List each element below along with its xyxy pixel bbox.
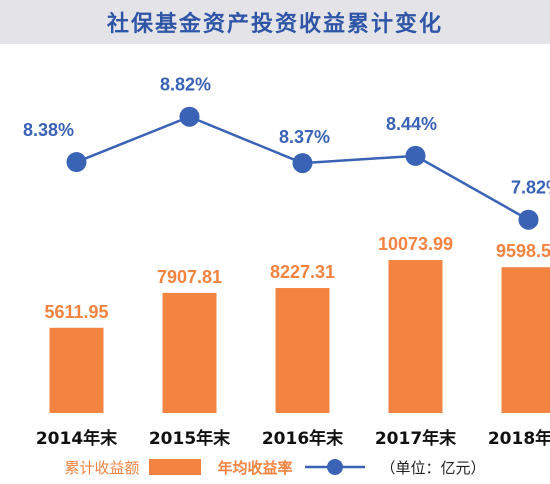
rate-value-label-0: 8.38% (23, 120, 74, 140)
chart-title: 社保基金资产投资收益累计变化 (106, 12, 443, 37)
rate-value-label-2: 8.37% (279, 127, 330, 147)
rate-point-4 (518, 209, 539, 230)
category-label-4: 2018年末 (488, 428, 550, 449)
legend-unit-label: （单位：亿元） (380, 458, 486, 477)
chart-title-bar: 社保基金资产投资收益累计变化 (0, 0, 550, 44)
bar-value-label-3: 10073.99 (378, 234, 453, 254)
bar-value-label-1: 7907.81 (157, 267, 222, 287)
rate-value-label-3: 8.44% (386, 114, 437, 134)
category-label-0: 2014年末 (36, 428, 118, 449)
legend-line-swatch (304, 459, 365, 475)
rate-point-0 (66, 152, 87, 173)
bar-value-label-0: 5611.95 (44, 302, 108, 322)
bar-value-label-4: 9598.55 (496, 241, 550, 261)
rate-value-label-4: 7.82% (511, 178, 550, 198)
bar-value-label-2: 8227.31 (270, 262, 335, 282)
legend: 累计收益额 年均收益率 （单位：亿元） (0, 452, 550, 482)
legend-line-label: 年均收益率 (217, 458, 293, 477)
category-label-3: 2017年末 (375, 428, 457, 449)
bar-0 (49, 327, 104, 413)
legend-bar-swatch (149, 459, 202, 475)
bar-4 (501, 267, 550, 413)
rate-point-1 (179, 106, 200, 127)
category-label-2: 2016年末 (262, 428, 344, 449)
bar-1 (162, 292, 217, 413)
bar-2 (275, 288, 330, 413)
rate-value-label-1: 8.82% (160, 75, 211, 95)
bar-3 (388, 260, 443, 413)
chart-canvas: 5611.95 7907.81 8227.31 10073.99 9598.55 2014… (23, 75, 550, 449)
legend-bar-label: 累计收益额 (64, 458, 140, 477)
category-label-1: 2015年末 (149, 428, 231, 449)
rate-point-2 (292, 153, 313, 174)
rate-point-3 (405, 145, 426, 166)
